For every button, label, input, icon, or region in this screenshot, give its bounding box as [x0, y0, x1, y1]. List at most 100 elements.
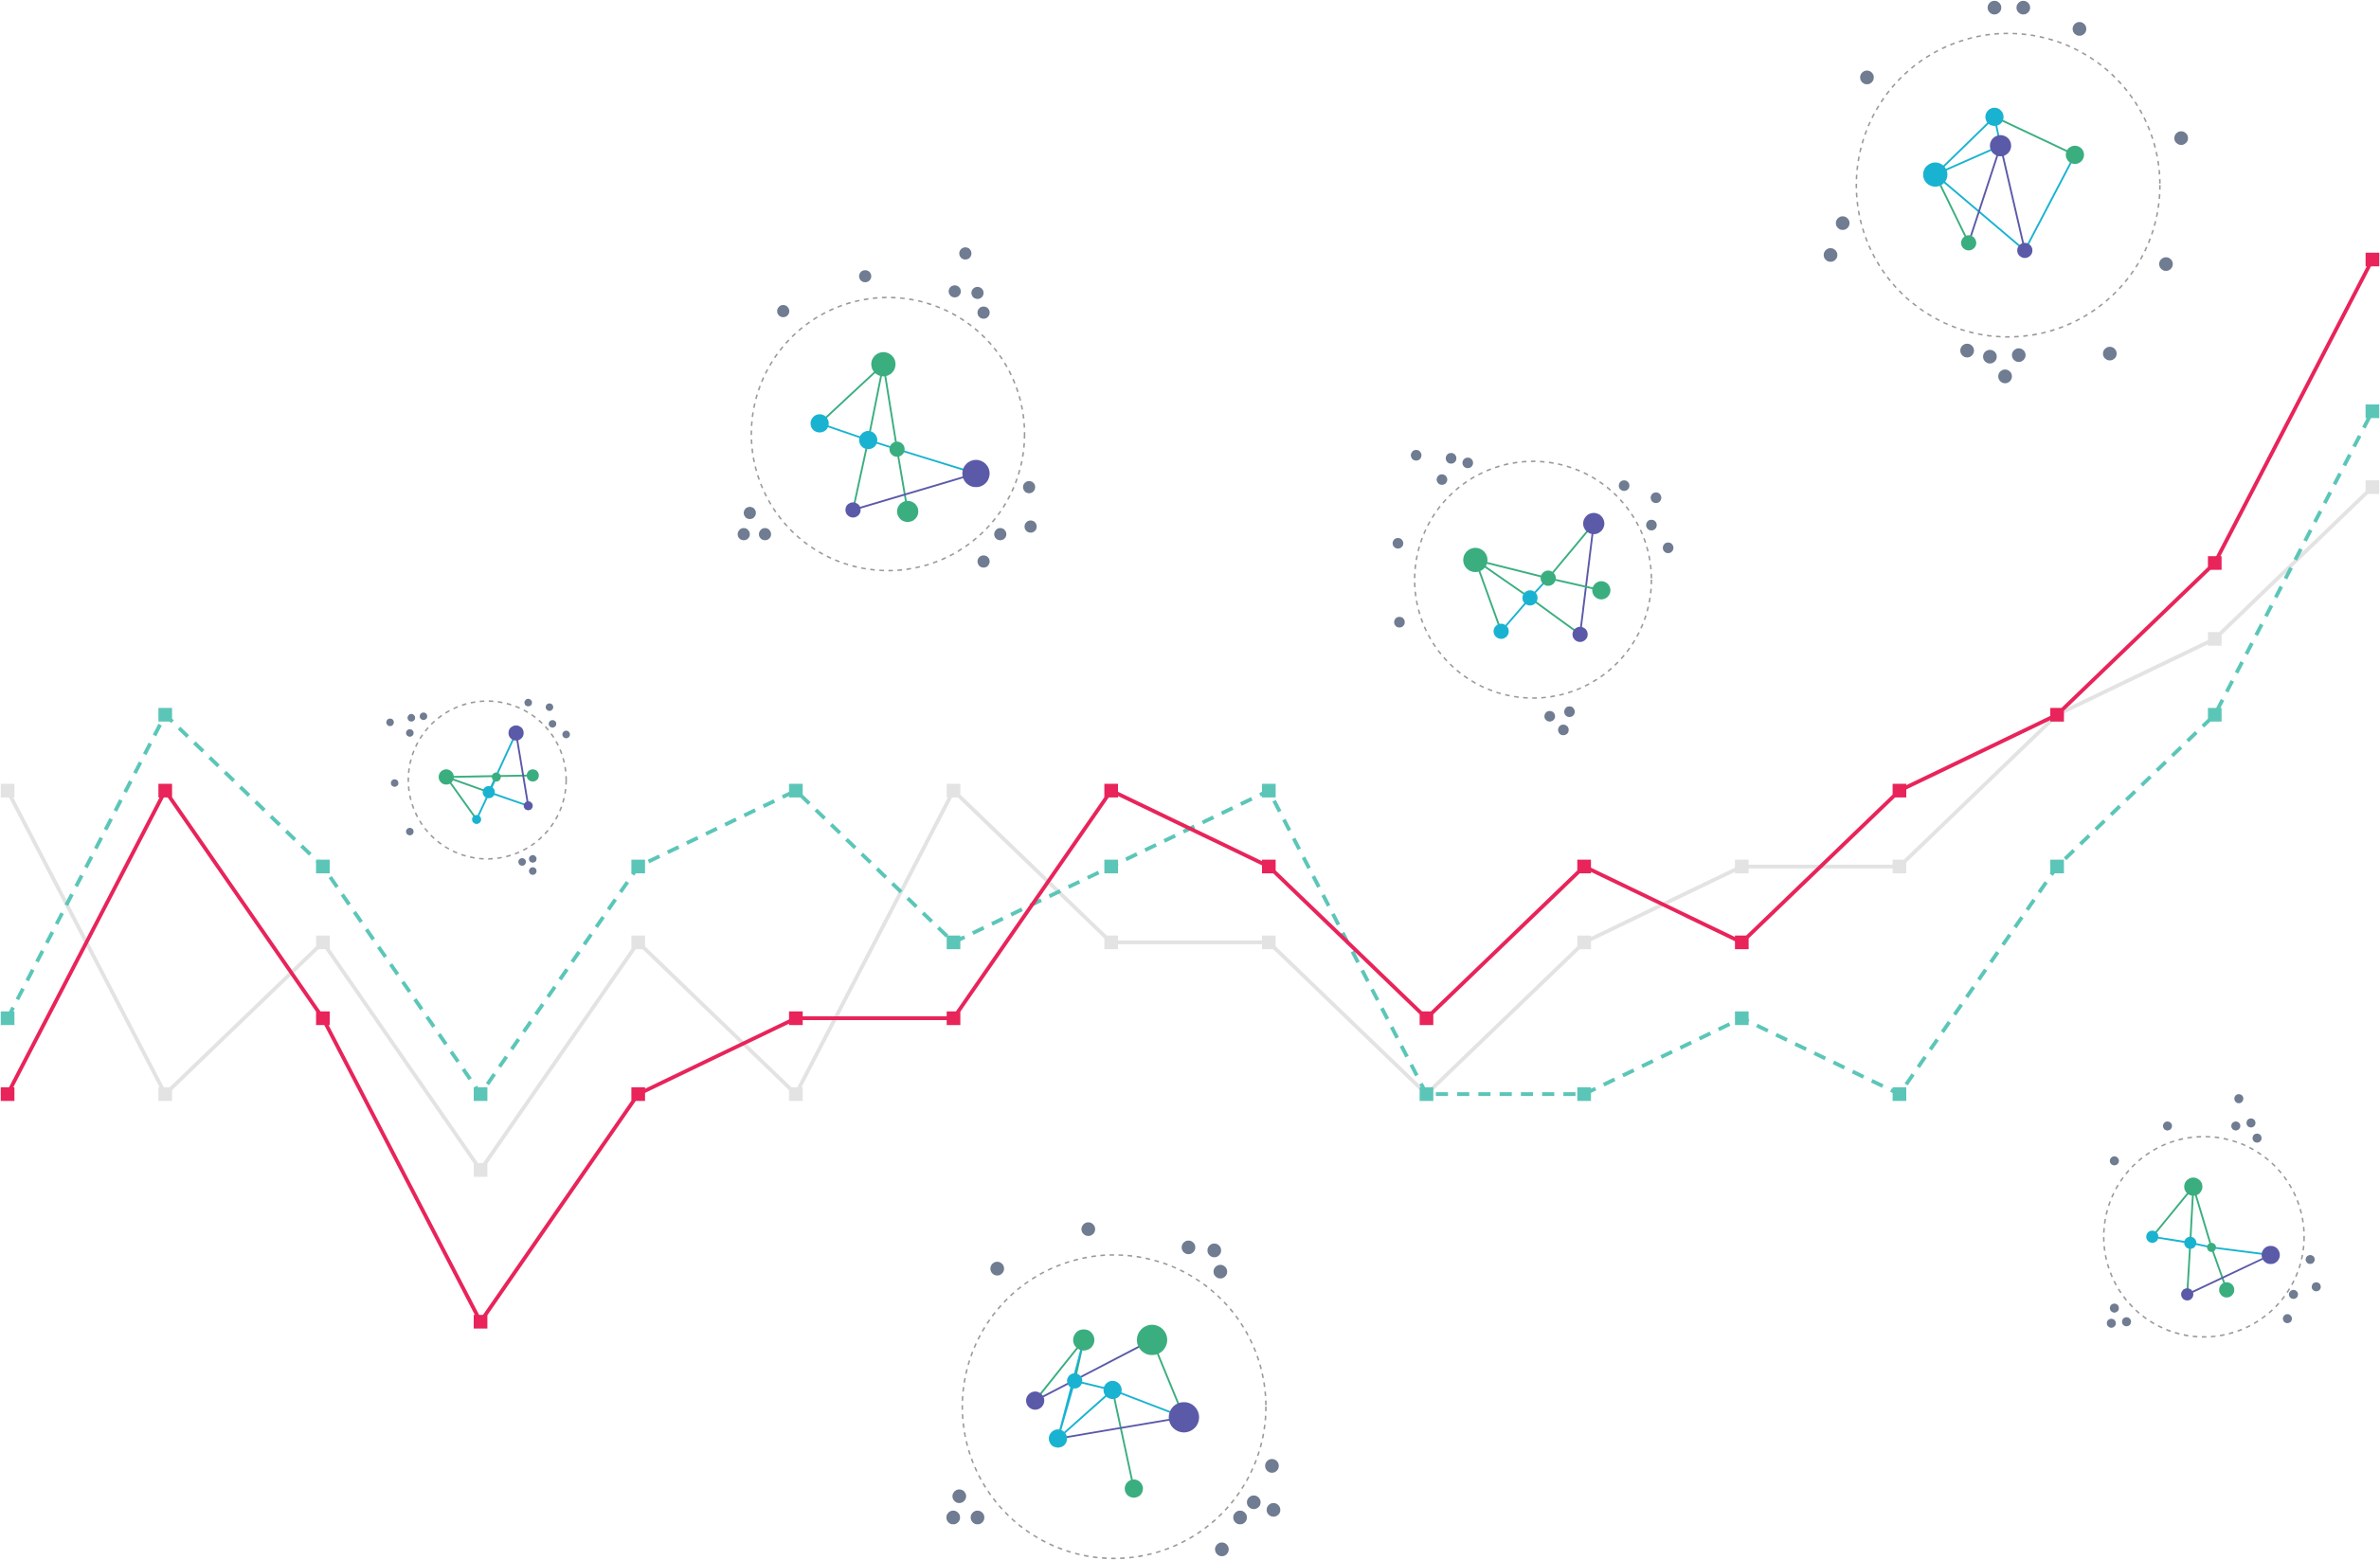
network-dot — [2246, 1118, 2256, 1128]
series-marker — [2049, 708, 2064, 722]
network-edge — [1111, 1390, 1135, 1489]
network-edge — [476, 776, 497, 820]
network-dot — [2158, 257, 2173, 272]
network-dot — [562, 730, 570, 739]
network — [737, 247, 1037, 572]
network-dot — [390, 779, 399, 787]
series-marker — [316, 859, 331, 874]
network-node — [508, 725, 524, 741]
series-marker — [631, 935, 645, 950]
network-dot — [1618, 480, 1630, 492]
network-dot — [1563, 706, 1576, 718]
network-dot — [2011, 348, 2026, 363]
network-node — [2146, 1230, 2159, 1244]
network — [1823, 0, 2189, 384]
network-dot — [946, 1510, 961, 1525]
network-dot — [1436, 474, 1448, 485]
network-dot — [518, 858, 527, 867]
network-dot — [386, 718, 394, 726]
network-node — [523, 800, 533, 811]
network-dot — [406, 827, 414, 835]
network — [2102, 1094, 2321, 1338]
network-ring — [1855, 32, 2161, 338]
network-edge — [853, 472, 977, 511]
series-marker — [1104, 935, 1119, 950]
series-line — [6, 259, 2374, 1324]
series-marker — [0, 1086, 15, 1102]
network-edge — [1934, 173, 2026, 252]
network-dot — [1960, 343, 1974, 358]
network-dot — [529, 854, 537, 863]
network-node — [845, 502, 861, 518]
network-dot — [948, 285, 962, 298]
network-dot — [2173, 131, 2189, 146]
network-edge — [896, 448, 977, 475]
network-edge — [867, 364, 885, 440]
network-edge — [852, 439, 870, 511]
network-dot — [406, 728, 414, 737]
network-edge — [1474, 559, 1503, 632]
network-dot — [737, 528, 750, 541]
network — [946, 1222, 1281, 1560]
network-dot — [1983, 350, 1997, 364]
network-dot — [1392, 537, 1404, 549]
network-edge — [1057, 1416, 1184, 1440]
network-dot — [1445, 453, 1457, 464]
series-marker — [316, 935, 331, 950]
network-node — [526, 769, 539, 782]
network-dot — [2234, 1094, 2244, 1103]
network-node — [1067, 1372, 1083, 1389]
series-marker — [631, 859, 645, 874]
network-dot — [1663, 542, 1674, 553]
series-marker — [2049, 859, 2064, 874]
network-node — [1168, 1402, 1199, 1433]
network-dot — [1181, 1240, 1196, 1255]
network-edge — [445, 776, 478, 820]
series-marker — [473, 1163, 488, 1177]
series-marker — [1735, 859, 1749, 874]
network-node — [2017, 242, 2033, 259]
series-marker — [1419, 1086, 1433, 1102]
series-marker — [1261, 783, 1276, 798]
network-dot — [2016, 0, 2030, 15]
series-marker — [2208, 708, 2222, 722]
network-dot — [977, 555, 990, 568]
network-edge — [1035, 1338, 1153, 1402]
series-marker — [947, 783, 961, 798]
series-marker — [1735, 1011, 1749, 1026]
network-edge — [819, 363, 885, 424]
series-marker — [1261, 935, 1276, 950]
network-dot — [952, 1489, 966, 1503]
network-dot — [2252, 1133, 2263, 1143]
network-dot — [1860, 70, 1874, 84]
network-decorations — [386, 0, 2321, 1560]
network-node — [1025, 1391, 1045, 1410]
series-marker — [2208, 556, 2222, 570]
network-dot — [994, 528, 1007, 541]
series-marker — [947, 1011, 961, 1026]
network-edge — [1578, 523, 1596, 635]
series-marker — [1577, 1086, 1592, 1102]
series-marker — [631, 1086, 645, 1102]
series-marker — [1419, 1011, 1433, 1026]
network-node — [896, 500, 919, 523]
network-edge — [1934, 173, 1970, 243]
network-dot — [1462, 457, 1473, 469]
network-node — [810, 414, 829, 433]
network-dot — [2102, 347, 2118, 361]
network-dot — [959, 247, 972, 260]
network-node — [1541, 570, 1557, 586]
series-marker — [316, 1011, 331, 1026]
series-marker — [158, 1086, 172, 1102]
network-dot — [419, 712, 427, 721]
network-edge — [2192, 1186, 2213, 1248]
network-node — [858, 431, 877, 450]
network-dot — [970, 1510, 984, 1525]
network-node — [1049, 1429, 1068, 1448]
network-dot — [1558, 725, 1569, 736]
network-node — [1922, 162, 1948, 188]
network-dot — [524, 698, 532, 707]
network-dot — [1411, 450, 1422, 461]
